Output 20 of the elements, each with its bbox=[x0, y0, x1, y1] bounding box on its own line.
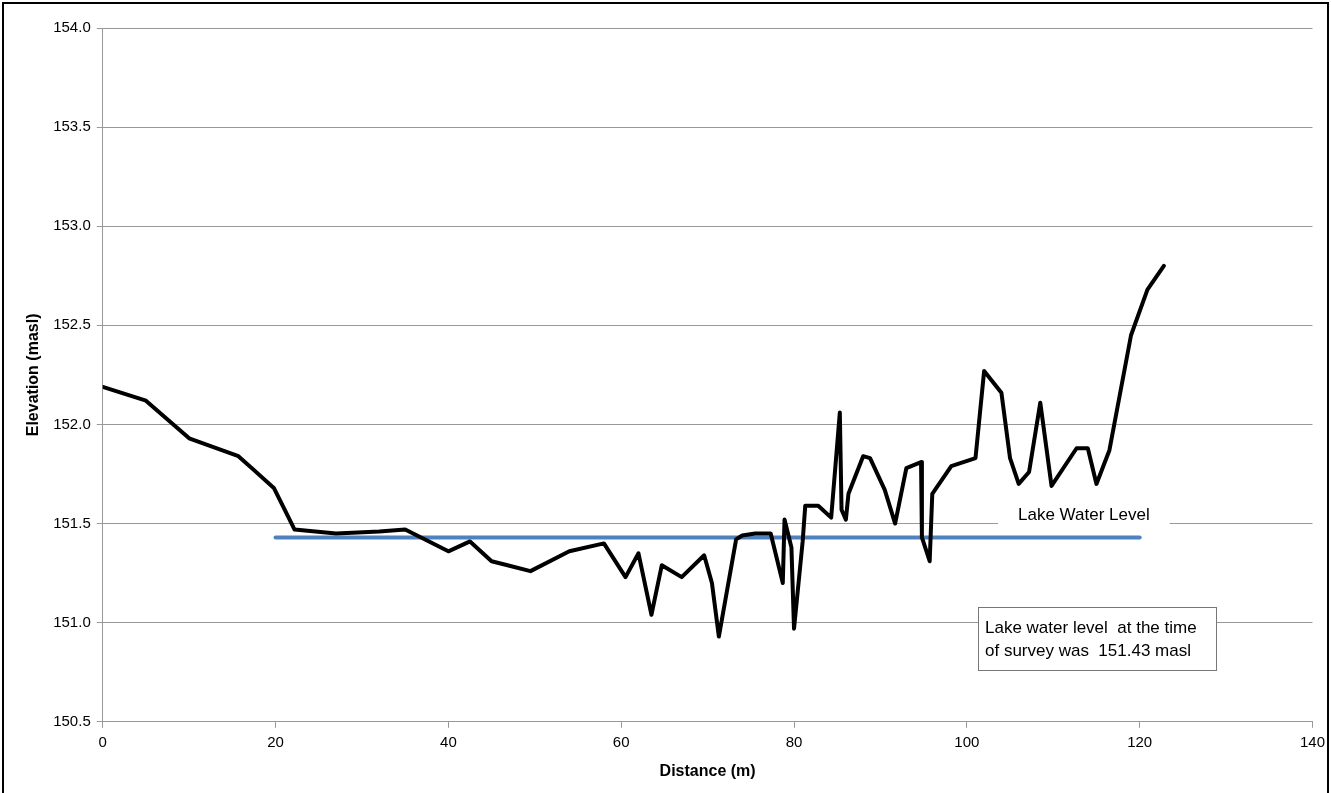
x-tick-label: 100 bbox=[954, 732, 980, 750]
y-tick-label: 150.5 bbox=[53, 711, 91, 729]
series-label: Lake Water Level bbox=[1017, 505, 1150, 525]
x-tick-label: 0 bbox=[98, 732, 107, 750]
y-tick-label: 151.5 bbox=[53, 513, 91, 531]
x-tick-label: 140 bbox=[1299, 732, 1325, 750]
y-tick-label: 153.5 bbox=[53, 117, 91, 135]
x-tick-label: 20 bbox=[267, 732, 284, 750]
x-tick-label: 40 bbox=[440, 732, 457, 750]
y-tick-label: 153.0 bbox=[53, 216, 91, 234]
x-axis-title: Distance (m) bbox=[659, 761, 756, 779]
y-tick-label: 152.0 bbox=[53, 414, 91, 432]
y-tick-label: 152.5 bbox=[53, 315, 91, 333]
y-axis-title: Elevation (masl) bbox=[24, 313, 42, 437]
x-tick-label: 80 bbox=[785, 732, 803, 750]
x-tick-label: 120 bbox=[1127, 732, 1153, 750]
x-tick-label: 60 bbox=[612, 732, 630, 750]
annotation: Lake water level at the time of survey was 151.43 masl bbox=[978, 607, 1217, 671]
y-tick-label: 154.0 bbox=[53, 18, 91, 36]
y-tick-label: 151.0 bbox=[53, 612, 91, 630]
